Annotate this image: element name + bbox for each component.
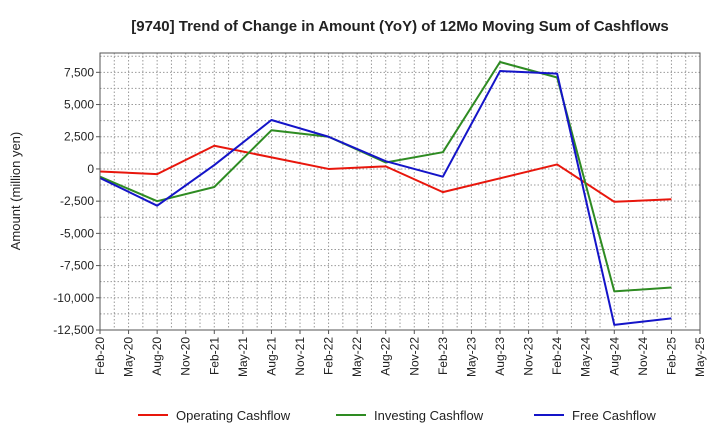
plot-frame bbox=[99, 52, 701, 331]
operating-cashflow-line bbox=[99, 144, 672, 203]
y-tick-label: 7,500 bbox=[64, 65, 94, 79]
x-tick-label: May-23 bbox=[464, 337, 478, 377]
y-tick-label: 5,000 bbox=[64, 98, 94, 112]
free-cashflow-line bbox=[99, 70, 672, 326]
legend-label-free-cashflow: Free Cashflow bbox=[572, 408, 656, 423]
x-tick-label: Aug-22 bbox=[379, 337, 393, 376]
x-tick-label: Feb-22 bbox=[322, 337, 336, 375]
y-tick-label: -10,000 bbox=[53, 291, 94, 305]
x-tick-label: Feb-20 bbox=[93, 337, 107, 375]
x-tick-labels: Feb-20 May-20 Aug-20 Nov-20 Feb-21 May-21 Aug-… bbox=[93, 330, 707, 377]
x-tick-label: Aug-21 bbox=[264, 337, 278, 376]
x-tick-label: Nov-22 bbox=[407, 337, 421, 376]
grid-layer bbox=[100, 53, 700, 330]
x-tick-label: Nov-21 bbox=[293, 337, 307, 376]
x-tick-label: Feb-23 bbox=[436, 337, 450, 375]
x-tick-label: Feb-25 bbox=[664, 337, 678, 375]
x-tick-label: May-20 bbox=[122, 337, 136, 377]
legend-label-operating-cashflow: Operating Cashflow bbox=[176, 408, 291, 423]
x-tick-label: Aug-24 bbox=[607, 337, 621, 376]
legend-label-investing-cashflow: Investing Cashflow bbox=[374, 408, 484, 423]
y-tick-label: 2,500 bbox=[64, 130, 94, 144]
y-tick-label: -7,500 bbox=[60, 259, 94, 273]
x-tick-label: Feb-21 bbox=[207, 337, 221, 375]
chart-title: [9740] Trend of Change in Amount (YoY) o… bbox=[131, 18, 669, 35]
x-tick-label: May-22 bbox=[350, 337, 364, 377]
x-tick-label: May-25 bbox=[693, 337, 707, 377]
x-tick-label: Nov-23 bbox=[522, 337, 536, 376]
y-tick-label: -12,500 bbox=[53, 323, 94, 337]
x-tick-label: Aug-20 bbox=[150, 337, 164, 376]
investing-cashflow-line bbox=[99, 61, 672, 293]
x-tick-label: May-24 bbox=[579, 337, 593, 377]
y-axis-label: Amount (million yen) bbox=[8, 132, 23, 251]
x-tick-label: Aug-23 bbox=[493, 337, 507, 376]
y-tick-label: -2,500 bbox=[60, 194, 94, 208]
x-tick-label: Nov-20 bbox=[179, 337, 193, 376]
x-tick-label: Nov-24 bbox=[636, 337, 650, 376]
y-tick-label: -5,000 bbox=[60, 226, 94, 240]
x-tick-label: Feb-24 bbox=[550, 337, 564, 375]
series-layer bbox=[99, 61, 672, 326]
legend: Operating Cashflow Investing Cashflow Free… bbox=[138, 408, 656, 423]
y-tick-labels: 7,500 5,000 2,500 0 -2,500 -5,000 -7,500 -10,00… bbox=[53, 65, 100, 337]
y-tick-label: 0 bbox=[87, 162, 94, 176]
x-tick-label: May-21 bbox=[236, 337, 250, 377]
